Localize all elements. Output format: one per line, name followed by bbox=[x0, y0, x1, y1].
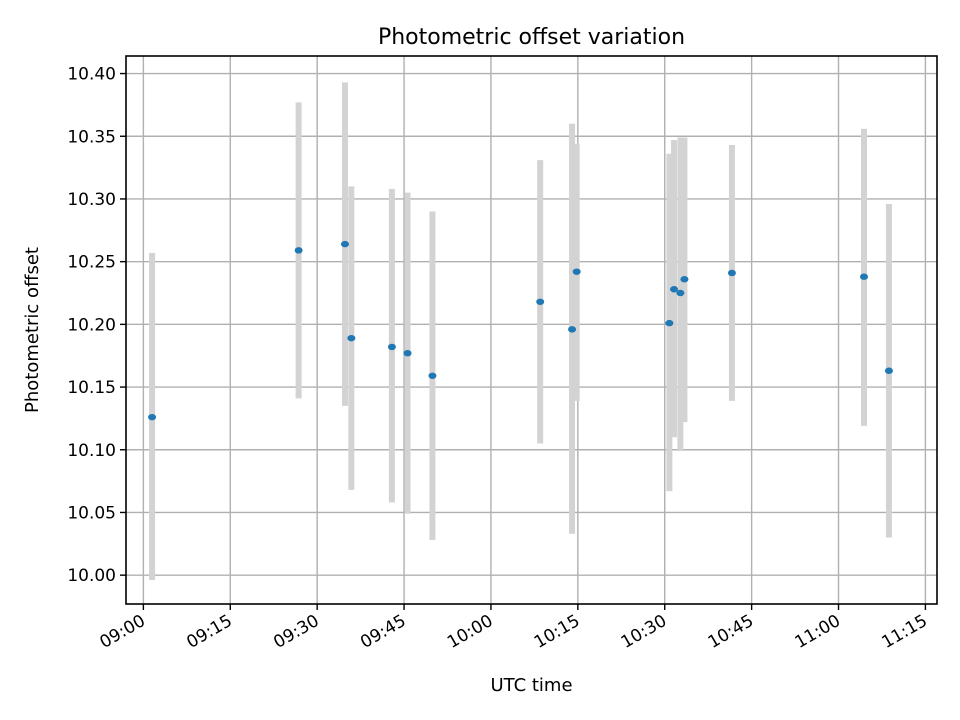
data-point bbox=[676, 289, 685, 297]
data-point bbox=[536, 298, 545, 305]
data-points bbox=[148, 240, 893, 421]
y-tick-label: 10.20 bbox=[67, 315, 116, 335]
y-tick-label: 10.05 bbox=[67, 503, 116, 523]
data-point bbox=[665, 319, 674, 327]
y-tick-label: 10.00 bbox=[67, 566, 116, 586]
y-tick-label: 10.10 bbox=[67, 441, 116, 461]
data-point bbox=[884, 367, 893, 374]
data-point bbox=[347, 334, 356, 342]
y-tick-label: 10.35 bbox=[67, 127, 116, 147]
data-point bbox=[294, 247, 303, 254]
plot-frame bbox=[125, 55, 938, 605]
data-point bbox=[568, 326, 577, 333]
grid bbox=[126, 56, 937, 604]
y-tick-label: 10.30 bbox=[67, 190, 116, 210]
data-point bbox=[148, 413, 157, 421]
data-point bbox=[340, 240, 349, 248]
data-point bbox=[572, 268, 581, 275]
data-point bbox=[860, 273, 869, 280]
data-point bbox=[670, 286, 679, 293]
y-axis-label: Photometric offset bbox=[22, 247, 43, 413]
data-point bbox=[387, 343, 396, 351]
y-tick-label: 10.15 bbox=[67, 378, 116, 398]
y-tick-label: 10.25 bbox=[67, 253, 116, 273]
data-point bbox=[727, 269, 736, 277]
data-point bbox=[680, 276, 689, 283]
data-point bbox=[428, 372, 437, 379]
x-axis-label: UTC time bbox=[490, 675, 572, 696]
data-point bbox=[403, 349, 412, 357]
y-tick-label: 10.40 bbox=[67, 65, 116, 85]
chart-title: Photometric offset variation bbox=[378, 25, 685, 50]
